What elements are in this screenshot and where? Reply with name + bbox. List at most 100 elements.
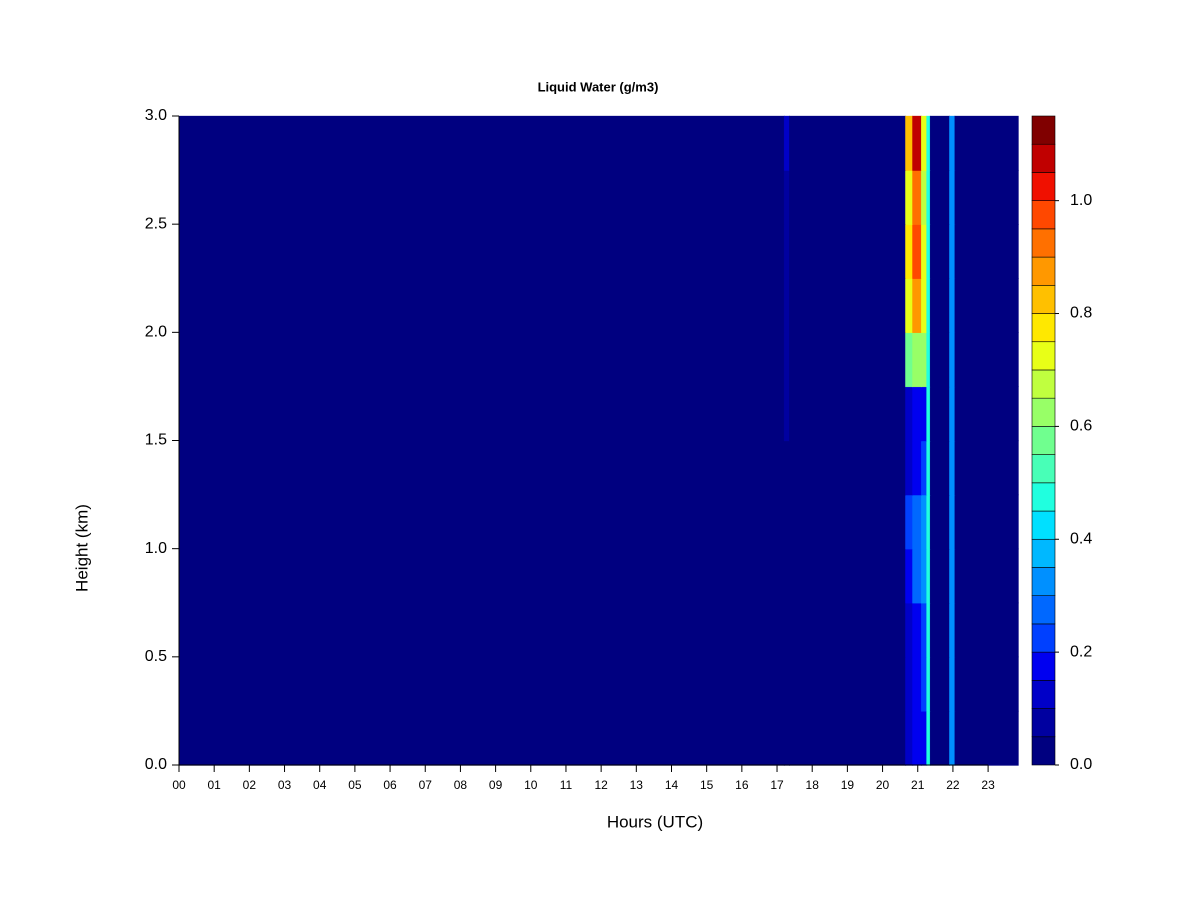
x-tick-label: 03 [278,778,292,792]
heatmap-cell [921,656,928,712]
heatmap-cell [789,440,907,496]
x-tick-label: 17 [770,778,784,792]
colorbar-swatch [1031,341,1056,371]
x-tick-label: 12 [594,778,608,792]
heatmap-cell [954,332,1019,388]
y-tick-label: 0.5 [145,648,167,665]
heatmap-cell [789,548,907,604]
heatmap-cell [905,710,914,766]
heatmap-cell [912,278,922,333]
heatmap-cell [912,602,922,658]
colorbar-swatch [1031,538,1056,568]
heatmap-cell [178,548,785,604]
y-tick-label: 1.5 [145,432,167,449]
x-tick-label: 10 [524,778,538,792]
colorbar-swatch [1031,510,1056,540]
heatmap-cell [912,115,922,171]
heatmap-cell [949,115,956,171]
heatmap-cell [949,332,956,388]
colorbar-swatch [1031,426,1056,455]
heatmap-cell [783,440,790,496]
colorbar-swatch [1031,595,1056,625]
heatmap-cell [921,332,928,388]
colorbar-swatch [1031,115,1056,145]
heatmap-cell [912,548,922,604]
heatmap-cell [954,602,1019,658]
heatmap-cell [789,115,907,171]
heatmap-cell [954,710,1019,766]
colorbar-swatch [1031,567,1056,596]
heatmap-cell [783,602,790,658]
heatmap-cell [789,169,907,225]
heatmap-cell [178,656,785,712]
colorbar-swatch [1031,454,1056,484]
heatmap-cell [912,494,922,550]
heatmap-cell [929,494,951,550]
heatmap-cell [905,656,914,712]
heatmap-cell [954,440,1019,496]
heatmap-cell [929,710,951,766]
heatmap-cell [929,224,951,279]
heatmap-cell [178,494,785,550]
heatmap-cell [789,332,907,388]
heatmap-cell [921,548,928,604]
heatmap-cell [954,656,1019,712]
heatmap-cell [929,332,951,388]
y-axis-label: Height (km) [72,504,91,592]
heatmap-cell [789,710,907,766]
heatmap-cell [929,656,951,712]
heatmap-cell [905,169,914,225]
x-tick-label: 01 [207,778,221,792]
heatmap-cell [929,602,951,658]
heatmap-cell [929,169,951,225]
x-tick-label: 02 [243,778,257,792]
heatmap-cell [929,386,951,442]
chart-title: Liquid Water (g/m3) [538,79,659,94]
heatmap-cell [783,548,790,604]
heatmap-cell [929,548,951,604]
heatmap-cell [929,278,951,333]
colorbar-swatch [1031,482,1056,512]
heatmap-cell [905,115,914,171]
x-tick-label: 07 [419,778,433,792]
heatmap-cell [912,386,922,442]
heatmap-cell [905,386,914,442]
heatmap-cell [954,386,1019,442]
y-tick-label: 1.0 [145,540,167,557]
x-tick-label: 11 [560,778,573,792]
x-tick-label: 18 [806,778,820,792]
heatmap-cell [949,494,956,550]
colorbar-swatch [1031,285,1056,314]
heatmap-cell [921,494,928,550]
colorbar-swatch [1031,200,1056,230]
heatmap-cell [783,386,790,442]
heatmap-cell [783,278,790,333]
heatmap-cell [783,169,790,225]
heatmap-cell [178,169,785,225]
heatmap-cell [954,115,1019,171]
x-tick-label: 04 [313,778,327,792]
heatmap-cell [912,710,922,766]
heatmap-cell [178,386,785,442]
heatmap-cell [949,548,956,604]
x-tick-label: 13 [630,778,644,792]
heatmap-cell [921,169,928,225]
heatmap-cell [921,440,928,496]
x-tick-label: 08 [454,778,468,792]
x-tick-label: 19 [841,778,855,792]
x-tick-label: 05 [348,778,362,792]
heatmap-cell [921,386,928,442]
heatmap-cell [921,115,928,171]
x-tick-label: 22 [946,778,960,792]
heatmap-cell [949,169,956,225]
heatmap-cell [949,602,956,658]
x-tick-label: 09 [489,778,503,792]
heatmap-cell [949,278,956,333]
colorbar-swatch [1031,143,1056,173]
heatmap-cell [949,224,956,279]
heatmap-cell [905,548,914,604]
y-tick-label: 0.0 [145,756,167,773]
colorbar-tick-label: 0.6 [1070,418,1092,435]
heatmap-cell [789,224,907,279]
